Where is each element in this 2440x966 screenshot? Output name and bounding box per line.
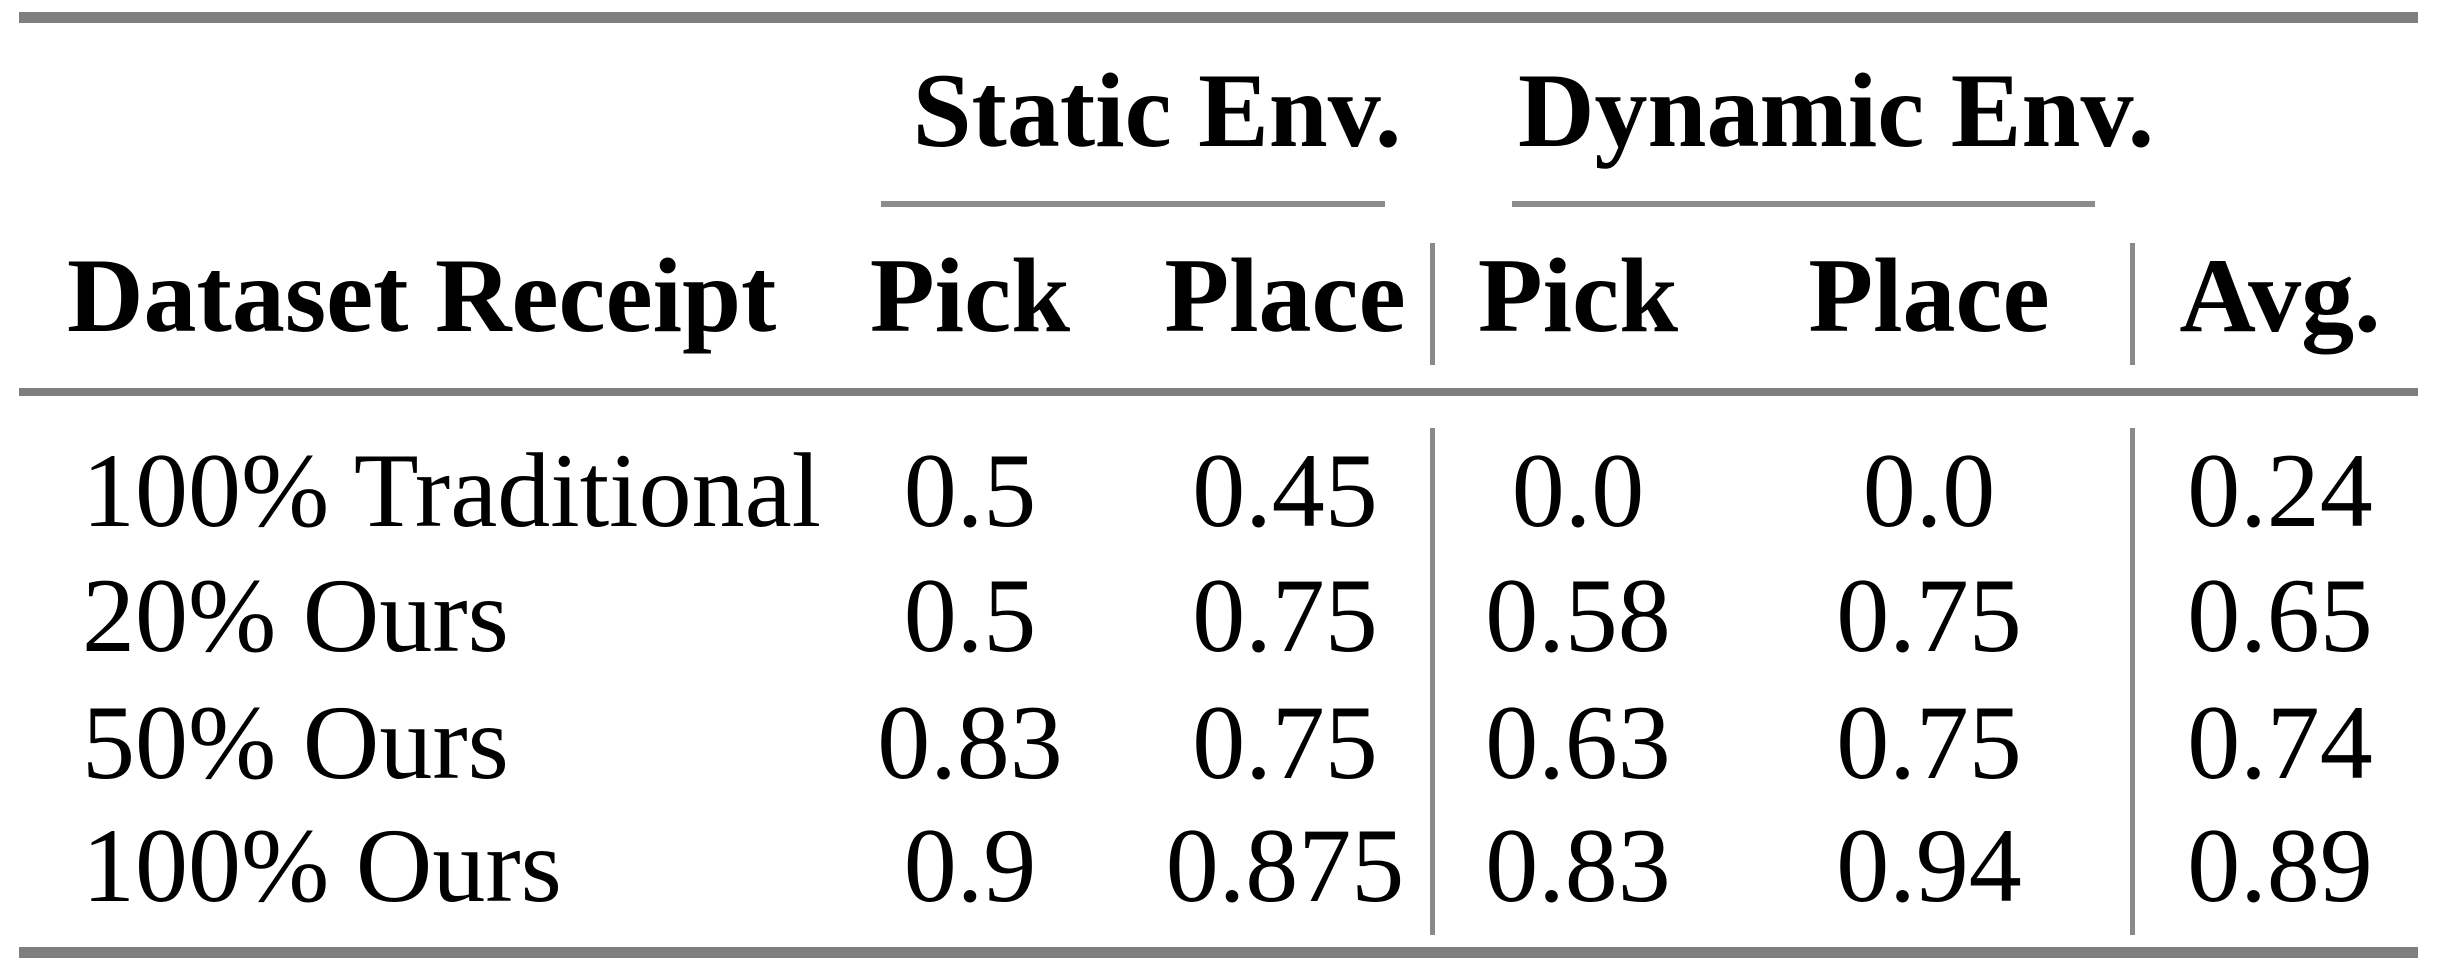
row-label: 100% Ours bbox=[82, 807, 562, 924]
column-header-dynamic-place: Place bbox=[1808, 237, 2050, 354]
static-place-value: 0.75 bbox=[1192, 684, 1378, 801]
column-header-dynamic-pick: Pick bbox=[1477, 237, 1679, 354]
avg-value: 0.74 bbox=[2187, 684, 2373, 801]
row-label: 50% Ours bbox=[82, 684, 509, 801]
column-separator-static-dynamic-header bbox=[1430, 243, 1435, 365]
static-place-value: 0.45 bbox=[1192, 432, 1378, 549]
table-row: 50% Ours 0.83 0.75 0.63 0.75 0.74 bbox=[0, 686, 2440, 800]
static-place-value: 0.75 bbox=[1192, 557, 1378, 674]
bottom-rule bbox=[19, 947, 2418, 958]
avg-value: 0.89 bbox=[2187, 807, 2373, 924]
column-header-static-place: Place bbox=[1164, 237, 1406, 354]
header-body-rule bbox=[19, 388, 2418, 396]
dynamic-place-value: 0.75 bbox=[1836, 684, 2022, 801]
row-label: 100% Traditional bbox=[82, 432, 822, 549]
row-label: 20% Ours bbox=[82, 557, 509, 674]
static-place-value: 0.875 bbox=[1165, 807, 1405, 924]
dynamic-place-value: 0.75 bbox=[1836, 557, 2022, 674]
table-row: 20% Ours 0.5 0.75 0.58 0.75 0.65 bbox=[0, 559, 2440, 673]
dynamic-place-value: 0.94 bbox=[1836, 807, 2022, 924]
table-row: 100% Traditional 0.5 0.45 0.0 0.0 0.24 bbox=[0, 434, 2440, 548]
avg-value: 0.65 bbox=[2187, 557, 2373, 674]
group-header-static-env: Static Env. bbox=[912, 52, 1402, 169]
avg-value: 0.24 bbox=[2187, 432, 2373, 549]
static-pick-value: 0.83 bbox=[877, 684, 1063, 801]
table-row: 100% Ours 0.9 0.875 0.83 0.94 0.89 bbox=[0, 809, 2440, 923]
column-separator-dynamic-avg-body bbox=[2130, 428, 2135, 935]
dynamic-pick-value: 0.0 bbox=[1511, 432, 1645, 549]
dynamic-pick-value: 0.63 bbox=[1485, 684, 1671, 801]
dynamic-place-value: 0.0 bbox=[1862, 432, 1996, 549]
group-header-dynamic-env: Dynamic Env. bbox=[1518, 52, 2155, 169]
column-header-static-pick: Pick bbox=[869, 237, 1071, 354]
group-header-row: Static Env. Dynamic Env. bbox=[0, 54, 2440, 168]
column-header-row: Dataset Receipt Pick Place Pick Place Av… bbox=[0, 239, 2440, 353]
column-separator-static-dynamic-body bbox=[1430, 428, 1435, 935]
column-header-avg: Avg. bbox=[2179, 237, 2381, 354]
static-pick-value: 0.5 bbox=[903, 432, 1037, 549]
column-header-dataset-receipt: Dataset Receipt bbox=[67, 237, 777, 354]
column-separator-dynamic-avg-header bbox=[2130, 243, 2135, 365]
dynamic-pick-value: 0.58 bbox=[1485, 557, 1671, 674]
dynamic-pick-value: 0.83 bbox=[1485, 807, 1671, 924]
static-pick-value: 0.5 bbox=[903, 557, 1037, 674]
static-pick-value: 0.9 bbox=[903, 807, 1037, 924]
static-env-underline bbox=[881, 201, 1385, 207]
dynamic-env-underline bbox=[1512, 201, 2095, 207]
top-rule bbox=[19, 12, 2418, 23]
